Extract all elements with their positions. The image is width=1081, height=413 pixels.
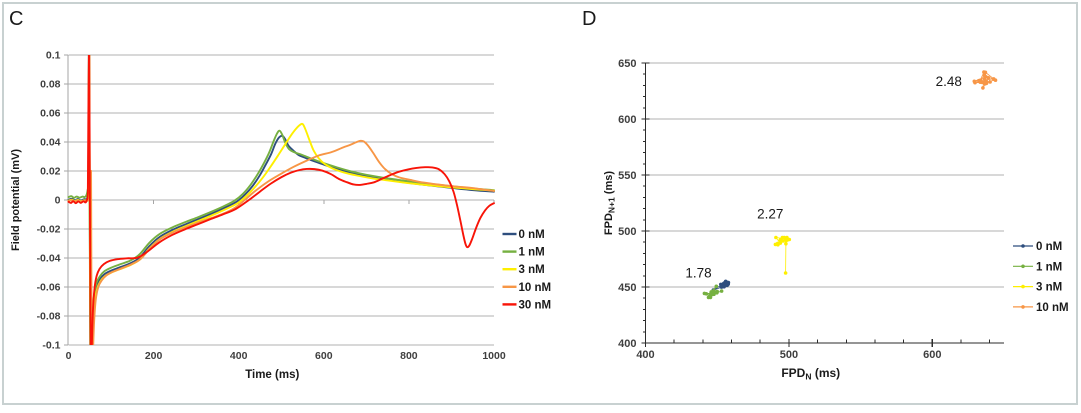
panel-d-point xyxy=(991,77,996,81)
panel-c-x-axis-title: Time (ms) xyxy=(245,369,299,381)
axis-title-main: FPD xyxy=(603,213,615,235)
panel-c-legend-label: 30 nM xyxy=(519,299,552,311)
panel-c-ytick-label: 0.08 xyxy=(40,79,61,91)
panel-d-point xyxy=(778,238,783,243)
panel-c-ytick-label: 0.1 xyxy=(46,50,61,62)
panel-d-point xyxy=(712,289,716,293)
panel-d-point xyxy=(706,295,711,300)
panel-d-y-axis-title: FPDN+1 (ms) xyxy=(603,171,617,235)
panel-d-point xyxy=(726,282,730,286)
axis-title-main: FPD xyxy=(781,366,805,380)
panel-c-legend-label: 10 nM xyxy=(519,282,552,294)
panel-d-point xyxy=(784,241,788,246)
panel-d-point xyxy=(787,237,792,242)
panel-d-point xyxy=(785,235,789,240)
panel-d-point xyxy=(722,284,726,289)
panel-d-legend-label: 1 nM xyxy=(1036,261,1062,273)
panel-d-point xyxy=(984,81,989,86)
panel-d-point xyxy=(783,271,788,275)
panel-d-ytick-label: 500 xyxy=(618,226,636,238)
panel-c-ytick-label: -0.08 xyxy=(37,311,61,323)
panel-d-point xyxy=(714,284,719,289)
panel-c-legend-label: 1 nM xyxy=(519,247,545,259)
panel-d-x-axis-title: FPDN (ms) xyxy=(781,366,840,382)
panel-d-point xyxy=(988,80,992,84)
panel-c-xtick-label: 400 xyxy=(230,350,248,362)
panel-c-gridlines xyxy=(68,54,494,346)
panel-letter-c: C xyxy=(9,8,23,30)
panel-d-ytick-label: 400 xyxy=(618,338,636,350)
panel-c-ytick-label: -0.1 xyxy=(42,340,60,352)
panel-c-xtick-label: 1000 xyxy=(482,350,506,362)
panel-d-ytick-label: 550 xyxy=(618,170,636,182)
panel-c-trace-3nM xyxy=(67,55,495,345)
panel-d-legend: 0 nM 1 nM 3 nM 10 nM xyxy=(1013,241,1069,314)
legend-marker-icon xyxy=(1021,264,1025,269)
panel-d-point xyxy=(719,282,723,287)
panel-d-legend-label: 3 nM xyxy=(1036,282,1062,294)
panel-d-cluster-10nM xyxy=(972,70,998,90)
panel-c-legend-label: 3 nM xyxy=(519,264,545,276)
axis-title-unit: (ms) xyxy=(603,171,615,198)
panel-d-cluster-1nM xyxy=(702,284,724,300)
panel-d-ytick-label: 600 xyxy=(618,114,636,126)
panel-d-point xyxy=(722,281,726,285)
panel-c-xtick-label: 600 xyxy=(315,350,333,362)
legend-marker-icon xyxy=(1021,244,1025,248)
panel-d-annotation: 2.27 xyxy=(757,207,783,222)
panel-c-ytick-label: 0.04 xyxy=(40,137,61,149)
axis-title-subscript: N xyxy=(805,372,811,382)
panel-d-ytick-label: 450 xyxy=(618,282,636,294)
panel-d-point xyxy=(978,80,983,84)
panel-d-point xyxy=(774,235,778,240)
panel-d-point xyxy=(981,86,985,90)
panel-d-point xyxy=(719,289,724,293)
panel-c-ytick-label: -0.04 xyxy=(37,253,61,265)
panel-d-xtick-label: 500 xyxy=(780,349,798,361)
axis-title-unit: (ms) xyxy=(811,366,840,380)
panel-d-point xyxy=(782,235,786,240)
panel-d-point xyxy=(715,291,719,295)
panel-c-series xyxy=(67,55,495,345)
panel-c-y-axis-title: Field potential (mV) xyxy=(10,149,22,251)
panel-d-xtick-label: 400 xyxy=(636,349,654,361)
panel-d-legend-label: 10 nM xyxy=(1036,302,1069,314)
panel-d-cluster-3nM xyxy=(773,235,792,275)
panel-d-point xyxy=(704,292,709,296)
panel-d: 1.78 2.27 2.48 400 450 500 550 600 650 400 500 600 F… xyxy=(582,8,1069,382)
panel-c-legend: 0 nM 1 nM 3 nM 10 nM 30 nM xyxy=(502,229,552,311)
panel-d-point xyxy=(984,75,988,79)
panel-d-point xyxy=(983,70,988,75)
legend-marker-icon xyxy=(1021,284,1025,289)
axis-title-subscript: N+1 xyxy=(607,197,617,213)
panel-c-trace-30nM xyxy=(67,55,495,345)
panel-c-xtick-label: 0 xyxy=(66,350,72,362)
panel-c-xtick-label: 800 xyxy=(400,350,418,362)
panel-c-legend-label: 0 nM xyxy=(519,229,545,241)
panel-d-legend-label: 0 nM xyxy=(1036,241,1062,253)
panel-c-ytick-label: 0.06 xyxy=(40,108,61,120)
panel-c-ytick-label: 0 xyxy=(55,195,61,207)
panel-c-ytick-label: 0.02 xyxy=(40,166,61,178)
panel-d-point xyxy=(973,80,977,85)
panel-letter-d: D xyxy=(582,8,596,30)
panel-d-annotation: 1.78 xyxy=(685,266,711,281)
legend-marker-icon xyxy=(1021,305,1025,309)
panel-d-xtick-label: 600 xyxy=(923,349,941,361)
panel-c: 0.1 0.08 0.06 0.04 0.02 0 -0.02 -0.04 -0.06 -0.08… xyxy=(9,8,551,381)
panel-d-ytick-label: 650 xyxy=(618,58,636,70)
panel-d-annotation: 2.48 xyxy=(936,74,962,89)
panel-c-xtick-label: 200 xyxy=(145,350,163,362)
panel-c-ytick-label: -0.02 xyxy=(37,224,61,236)
panel-d-point xyxy=(776,242,780,247)
panel-c-ytick-label: -0.06 xyxy=(37,282,61,294)
panel-d-point xyxy=(710,292,714,296)
